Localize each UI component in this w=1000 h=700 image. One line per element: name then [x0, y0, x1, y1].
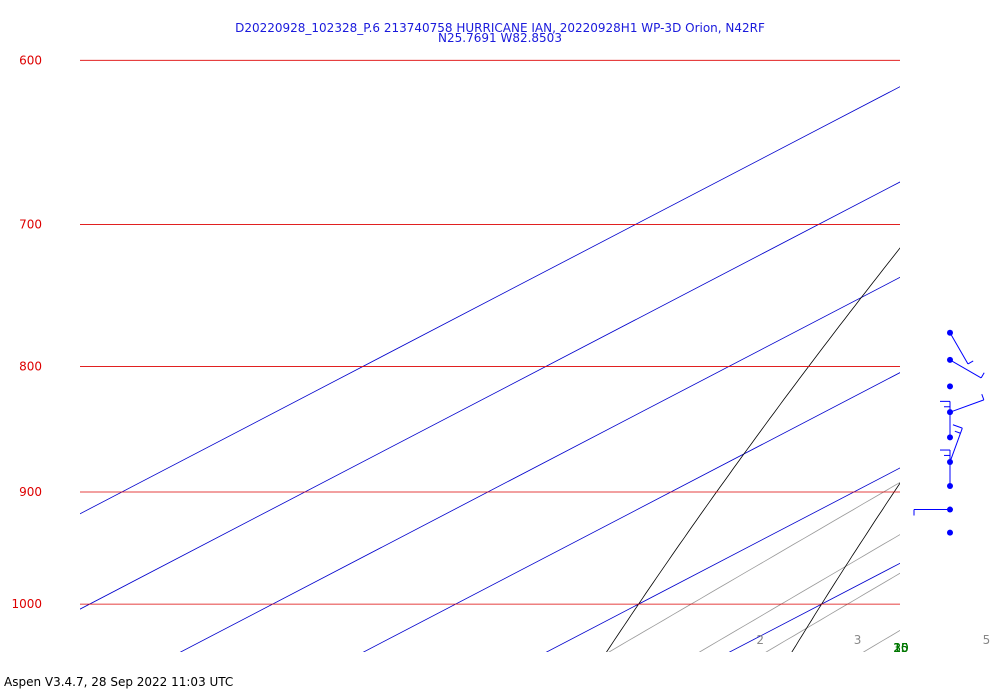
wind-barb	[947, 424, 963, 465]
pressure-tick-label: 600	[19, 53, 42, 67]
isotherm-line	[545, 467, 900, 652]
chart-subtitle: N25.7691 W82.8503	[438, 31, 562, 45]
footer-text: Aspen V3.4.7, 28 Sep 2022 11:03 UTC	[4, 675, 234, 689]
mixing-ratio-line	[765, 572, 900, 652]
moist-adiabat-label: 35	[893, 641, 908, 655]
mixing-ratio-label: 3	[854, 633, 862, 647]
dry-adiabat-line	[791, 482, 900, 652]
isotherm-line	[179, 276, 900, 652]
pressure-tick-label: 800	[19, 360, 42, 374]
wind-barb	[940, 400, 953, 441]
background-lines	[80, 42, 1000, 656]
pressure-tick-label: 900	[19, 485, 42, 499]
dry-adiabat-line	[606, 247, 900, 652]
isotherm-line	[728, 562, 900, 652]
isotherm-line	[80, 86, 900, 515]
wind-barb	[947, 529, 953, 536]
moist-adiabat-label: 15	[893, 641, 908, 655]
moist-adiabat-label: 10	[893, 641, 908, 655]
mixing-ratio-label: 5	[983, 633, 991, 647]
wind-barb	[947, 394, 985, 416]
moist-adiabat-label: 30	[893, 641, 908, 655]
wind-barb	[913, 506, 953, 516]
dry-adiabat-line	[975, 42, 1000, 656]
isotherm-line	[905, 42, 1000, 656]
pressure-tick-label: 700	[19, 217, 42, 231]
wind-barb	[940, 449, 953, 490]
mixing-ratio-line	[862, 629, 900, 652]
pressure-tick-label: 1000	[11, 597, 42, 611]
mixing-ratio-label: 2	[756, 633, 764, 647]
chart-title: D20220928_102328_P.6 213740758 HURRICANE…	[235, 21, 765, 35]
isotherm-line	[362, 372, 900, 652]
moist-adiabat-label: 25	[893, 641, 908, 655]
mixing-ratio-line	[698, 534, 900, 652]
moist-adiabat-label: 20	[893, 641, 908, 655]
wind-barb	[947, 329, 974, 365]
mixing-ratio-line	[986, 42, 1000, 656]
wind-barb	[947, 383, 953, 390]
mixing-ratio-line	[608, 481, 900, 652]
wind-barb	[947, 356, 985, 379]
isotherm-line	[80, 181, 900, 610]
